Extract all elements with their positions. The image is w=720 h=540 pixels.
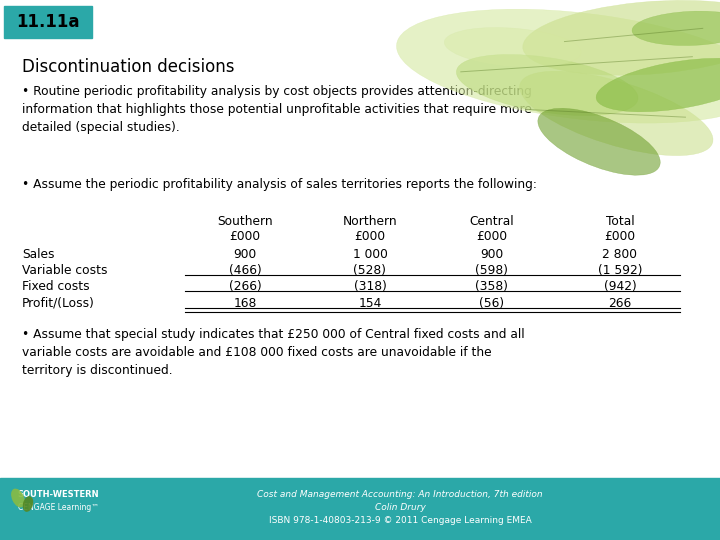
- Text: 900: 900: [480, 248, 503, 261]
- Text: £000: £000: [477, 230, 508, 243]
- Text: Central: Central: [469, 215, 514, 228]
- Text: Variable costs: Variable costs: [22, 264, 107, 277]
- Text: (942): (942): [603, 280, 636, 293]
- Ellipse shape: [397, 9, 720, 123]
- Ellipse shape: [520, 71, 713, 156]
- Text: Discontinuation decisions: Discontinuation decisions: [22, 58, 235, 76]
- Text: SOUTH-WESTERN: SOUTH-WESTERN: [17, 490, 99, 499]
- Text: £000: £000: [354, 230, 386, 243]
- Text: (56): (56): [480, 297, 505, 310]
- Text: • Assume the periodic profitability analysis of sales territories reports the fo: • Assume the periodic profitability anal…: [22, 178, 537, 191]
- FancyBboxPatch shape: [4, 6, 92, 38]
- Text: • Assume that special study indicates that £250 000 of Central fixed costs and a: • Assume that special study indicates th…: [22, 328, 525, 377]
- Text: Southern: Southern: [217, 215, 273, 228]
- Text: Profit/(Loss): Profit/(Loss): [22, 297, 95, 310]
- Text: Fixed costs: Fixed costs: [22, 280, 89, 293]
- Ellipse shape: [538, 109, 660, 175]
- Text: 2 800: 2 800: [603, 248, 637, 261]
- Text: Total: Total: [606, 215, 634, 228]
- FancyBboxPatch shape: [0, 478, 720, 540]
- Text: (466): (466): [229, 264, 261, 277]
- Text: (318): (318): [354, 280, 387, 293]
- Text: 900: 900: [233, 248, 256, 261]
- Text: (358): (358): [475, 280, 508, 293]
- Ellipse shape: [596, 58, 720, 112]
- Text: CENGAGE Learning™: CENGAGE Learning™: [17, 503, 99, 512]
- Text: 1 000: 1 000: [353, 248, 387, 261]
- Text: (528): (528): [354, 264, 387, 277]
- Text: ISBN 978-1-40803-213-9 © 2011 Cengage Learning EMEA: ISBN 978-1-40803-213-9 © 2011 Cengage Le…: [269, 516, 531, 525]
- Text: (598): (598): [475, 264, 508, 277]
- Text: • Routine periodic profitability analysis by cost objects provides attention-dir: • Routine periodic profitability analysi…: [22, 85, 532, 134]
- Text: (266): (266): [229, 280, 261, 293]
- Text: £000: £000: [604, 230, 636, 243]
- Text: 168: 168: [233, 297, 257, 310]
- Ellipse shape: [523, 1, 720, 75]
- Text: (1 592): (1 592): [598, 264, 642, 277]
- Text: Sales: Sales: [22, 248, 55, 261]
- Text: Colin Drury: Colin Drury: [374, 503, 426, 512]
- Text: 154: 154: [359, 297, 382, 310]
- Ellipse shape: [11, 489, 25, 508]
- Text: Cost and Management Accounting: An Introduction, 7th edition: Cost and Management Accounting: An Intro…: [257, 490, 543, 499]
- Ellipse shape: [444, 28, 581, 67]
- Ellipse shape: [23, 496, 33, 512]
- Text: 11.11a: 11.11a: [17, 13, 80, 31]
- Text: 266: 266: [608, 297, 631, 310]
- Text: £000: £000: [230, 230, 261, 243]
- Ellipse shape: [456, 55, 638, 116]
- Text: Northern: Northern: [343, 215, 397, 228]
- Ellipse shape: [632, 11, 720, 45]
